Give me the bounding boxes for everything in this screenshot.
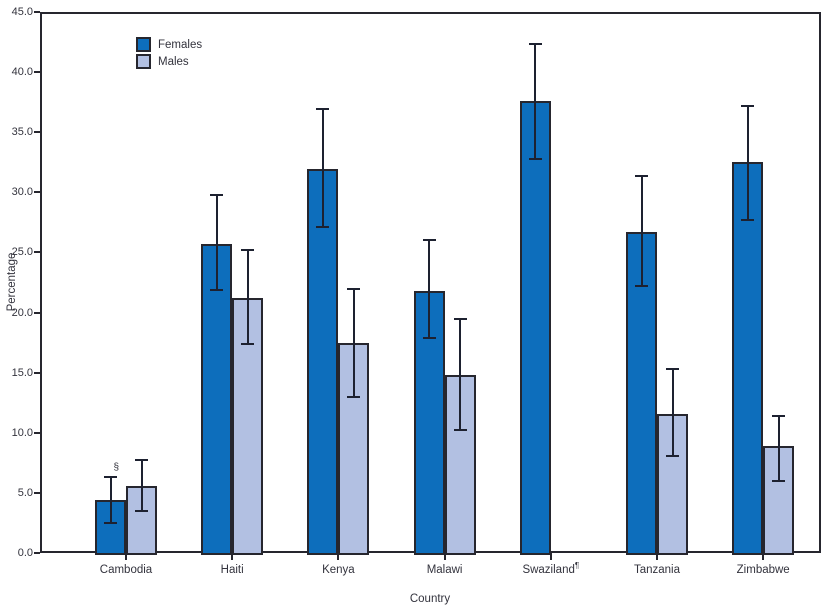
error-bar-cap-top (422, 239, 436, 242)
error-bar-cap-bottom (666, 454, 679, 457)
error-bar-cap-bottom (347, 395, 361, 398)
y-tick-mark (34, 191, 40, 194)
error-bar-cap-top (316, 108, 330, 111)
y-tick-label: 0.0 (17, 547, 33, 559)
error-bar-line (140, 460, 143, 511)
y-tick-label: 30.0 (11, 186, 33, 199)
error-bar-line (459, 318, 462, 431)
y-tick-mark (34, 251, 40, 254)
y-tick-label: 45.0 (11, 6, 33, 18)
x-tick-mark (231, 553, 234, 560)
error-bar-line (746, 105, 749, 220)
error-bar-line (321, 109, 324, 228)
legend-label-females: Females (158, 38, 203, 51)
error-bar-cap-bottom (528, 157, 542, 160)
x-tick-mark (762, 553, 765, 560)
x-category-label-tanzania: Tanzania (633, 564, 681, 576)
error-bar-line (352, 288, 355, 397)
error-bar-cap-bottom (210, 288, 224, 291)
y-tick-label: 10.0 (11, 426, 33, 439)
error-bar-cap-top (210, 193, 224, 196)
error-bar-line (671, 369, 674, 456)
error-bar-cap-top (347, 287, 361, 290)
x-category-label-cambodia: Cambodia (99, 564, 153, 576)
x-tick-mark (656, 553, 658, 560)
y-tick-mark (34, 552, 40, 554)
error-bar-cap-top (666, 368, 679, 371)
bar-females-swaziland (519, 100, 551, 555)
error-bar-line (777, 415, 780, 481)
bar-males-haiti (232, 298, 264, 555)
legend-row-males: Males (136, 53, 202, 70)
error-bar-line (534, 44, 537, 159)
error-bar-line (246, 250, 249, 344)
error-bar-cap-bottom (241, 342, 255, 345)
error-bar-cap-bottom (104, 521, 117, 524)
error-bar-line (215, 194, 218, 290)
y-tick-mark (34, 131, 40, 134)
x-axis-title: Country (409, 593, 451, 605)
error-bar-cap-bottom (772, 479, 786, 482)
y-tick-mark (34, 311, 40, 314)
error-bar-cap-top (104, 476, 117, 479)
error-bar-cap-bottom (316, 226, 330, 229)
legend-swatch-males (136, 54, 151, 69)
footnote-marker-annotation: § (113, 462, 120, 474)
legend-label-males: Males (158, 55, 189, 68)
y-axis-title: Percentage (6, 252, 18, 312)
error-bar-cap-bottom (741, 218, 755, 221)
y-tick-label: 40.0 (11, 66, 33, 79)
y-tick-label: 35.0 (11, 126, 33, 139)
y-tick-label: 15.0 (11, 366, 33, 379)
y-tick-mark (34, 371, 40, 374)
x-category-label-haiti: Haiti (220, 564, 244, 576)
error-bar-cap-top (741, 104, 755, 107)
x-tick-mark (443, 553, 446, 560)
legend-swatch-females (136, 37, 151, 52)
x-tick-mark (337, 553, 340, 560)
error-bar-cap-top (772, 414, 786, 417)
x-category-label-swaziland: Swaziland¶ (522, 561, 580, 576)
legend-row-females: Females (136, 36, 202, 53)
footnote-marker: ¶ (574, 561, 580, 571)
error-bar-cap-bottom (135, 509, 148, 512)
x-category-label-kenya: Kenya (322, 564, 355, 576)
legend: Females Males (136, 36, 202, 70)
x-category-label-zimbabwe: Zimbabwe (736, 564, 790, 576)
bar-females-zimbabwe (732, 162, 764, 555)
bar-females-haiti (201, 244, 233, 555)
error-bar-line (109, 477, 112, 523)
x-tick-mark (549, 553, 552, 560)
y-tick-label: 20.0 (11, 306, 33, 319)
error-bar-cap-top (528, 43, 542, 46)
error-bar-cap-bottom (422, 336, 436, 339)
x-tick-mark (125, 553, 127, 560)
error-bar-line (428, 240, 431, 338)
error-bar-cap-bottom (453, 429, 467, 432)
y-tick-label: 25.0 (11, 246, 33, 259)
error-bar-cap-top (635, 174, 648, 177)
bar-females-kenya (307, 169, 339, 555)
y-tick-mark (34, 491, 40, 494)
error-bar-cap-top (453, 317, 467, 320)
y-tick-mark (34, 71, 40, 74)
x-category-label-malawi: Malawi (426, 564, 463, 576)
error-bar-cap-top (241, 249, 255, 252)
y-tick-label: 5.0 (17, 486, 33, 499)
error-bar-cap-bottom (635, 285, 648, 288)
error-bar-line (640, 175, 643, 287)
error-bar-cap-top (135, 459, 148, 462)
y-tick-mark (34, 11, 40, 13)
y-tick-mark (34, 431, 40, 434)
